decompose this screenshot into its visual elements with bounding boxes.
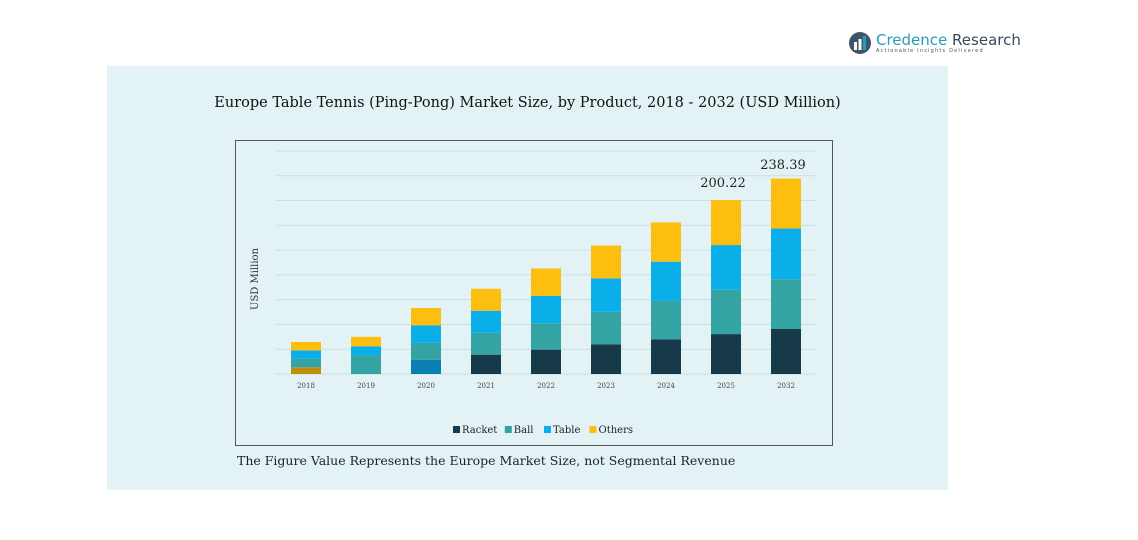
bar-table-2022 — [531, 295, 561, 324]
bar-others-2025 — [711, 200, 741, 246]
x-tick-label: 2022 — [537, 382, 555, 390]
bar-racket-2025 — [711, 334, 741, 374]
bar-others-2032 — [771, 178, 801, 229]
legend-swatch-table — [544, 426, 551, 433]
bar-racket-2022 — [531, 349, 561, 374]
x-tick-label: 2020 — [417, 382, 435, 390]
bar-others-2023 — [591, 245, 621, 279]
bar-others-2021 — [471, 288, 501, 311]
legend-swatch-ball — [504, 426, 512, 433]
legend-label-table: Table — [553, 425, 580, 436]
x-tick-label: 2025 — [717, 382, 735, 390]
brand-tagline: Actionable Insights Delivered — [876, 47, 984, 54]
bar-ball-2024 — [651, 300, 681, 340]
x-tick-label: 2024 — [657, 382, 675, 390]
x-tick-label: 2023 — [597, 382, 615, 390]
bar-table-2025 — [711, 245, 741, 290]
brand-name-a: Credence — [876, 30, 948, 49]
bar-racket-2021 — [471, 354, 501, 374]
bar-table-2020 — [411, 325, 441, 343]
bar-table-2023 — [591, 278, 621, 312]
bar-others-2019 — [351, 336, 381, 347]
legend-swatch-others — [589, 426, 597, 433]
x-tick-label: 2018 — [297, 382, 315, 390]
brand-logo: Credence Research Actionable Insights De… — [848, 31, 1021, 55]
bar-ball-2021 — [471, 332, 501, 355]
y-axis-label: USD Million — [250, 247, 261, 310]
bar-ball-2032 — [771, 279, 801, 329]
bar-table-2019 — [351, 346, 381, 356]
footer-note: The Figure Value Represents the Europe M… — [237, 453, 736, 468]
bar-ball-2023 — [591, 311, 621, 345]
bar-table-2024 — [651, 261, 681, 301]
bar-table-2021 — [471, 310, 501, 333]
legend-label-others: Others — [599, 425, 634, 436]
logo-icon — [849, 32, 871, 54]
legend-label-ball: Ball — [514, 425, 534, 436]
x-tick-label: 2021 — [477, 382, 495, 390]
bar-ball-2022 — [531, 323, 561, 350]
bar-table-2032 — [771, 228, 801, 280]
bar-racket-2018 — [291, 367, 321, 374]
x-tick-label: 2019 — [357, 382, 375, 390]
x-tick-label: 2032 — [777, 382, 795, 390]
bar-ball-2025 — [711, 289, 741, 335]
bar-racket-2020 — [411, 359, 441, 374]
bar-racket-2032 — [771, 328, 801, 374]
bar-table-2018 — [291, 350, 321, 359]
bar-ball-2018 — [291, 358, 321, 368]
chart-frame: 2018 2019 2020 2021 2022 2023 2024 2025 2032 200.… — [235, 140, 833, 446]
chart-svg: 2018 2019 2020 2021 2022 2023 2024 2025 2032 200.… — [250, 150, 816, 436]
legend-label-racket: Racket — [462, 425, 497, 436]
data-label-2032: 238.39 — [760, 158, 806, 173]
bar-others-2020 — [411, 308, 441, 326]
legend-swatch-racket — [453, 426, 460, 433]
bar-others-2022 — [531, 268, 561, 296]
bar-racket-2024 — [651, 339, 681, 374]
bar-ball-2019 — [351, 355, 381, 374]
bar-ball-2020 — [411, 342, 441, 360]
bar-others-2018 — [291, 341, 321, 351]
bar-others-2024 — [651, 222, 681, 262]
data-label-2025: 200.22 — [700, 176, 746, 191]
chart-title: Europe Table Tennis (Ping-Pong) Market S… — [214, 95, 841, 111]
chart-panel: Europe Table Tennis (Ping-Pong) Market S… — [107, 66, 948, 490]
bar-racket-2023 — [591, 344, 621, 374]
brand-name-b: Research — [947, 30, 1021, 49]
